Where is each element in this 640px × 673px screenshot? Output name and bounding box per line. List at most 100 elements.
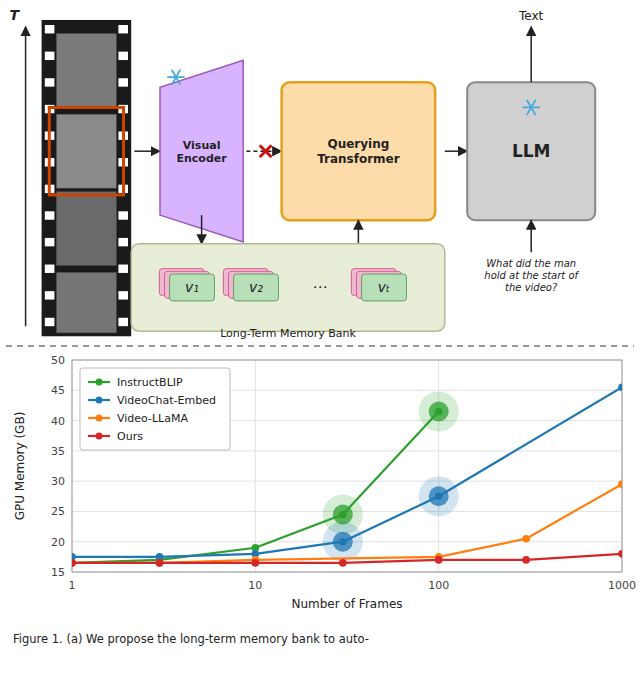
sprocket-hole [45,318,55,326]
arrow-encoder-memory [201,215,203,244]
legend-label: InstructBLIP [117,376,183,389]
legend-label: Video-LLaMA [117,412,188,425]
snowflake [523,101,539,115]
memory-bank [131,244,445,331]
highlight-halo [419,476,459,516]
legend-label: VideoChat-Embed [117,394,216,407]
arrow-film-encoder [134,150,160,152]
time-label: T [10,7,21,23]
legend-swatch-marker [96,433,103,440]
series-point [339,511,347,519]
arrow-question-llm [530,220,532,252]
arrow-transformer-llm [445,150,467,152]
y-grid-line [72,450,622,451]
sprocket-hole [118,318,128,326]
y-tick-label: 35 [51,445,65,458]
highlight-marker [323,522,363,562]
series-point [156,559,164,567]
legend: InstructBLIP VideoChat-Embed Video-LLaMA Ou… [80,368,230,450]
film-frame [56,33,116,107]
series-line [72,484,622,563]
y-tick-label: 50 [51,354,65,367]
sprocket-hole [45,265,55,273]
y-grid-line [72,481,622,482]
x-axis-label: Number of Frames [291,597,402,611]
arrow-memory-transformer [358,220,360,244]
caption: Figure 1. (a) We propose the long-term m… [13,632,369,646]
x-tick-label: 100 [428,579,449,592]
film-frame [56,114,116,188]
querying-transformer-label-line: Transformer [317,152,400,166]
series-point [156,559,164,567]
y-tick-label: 15 [51,566,65,579]
separator [6,345,634,346]
x-grid-line [255,360,256,572]
question-label-line: What did the man [486,258,576,269]
sprocket-hole [118,25,128,33]
legend-label: Ours [117,430,143,443]
snowflake-arm [172,70,180,84]
arrow-llm-text [530,27,532,83]
y-tick-label: 45 [51,384,65,397]
memory-card [234,274,279,301]
y-tick-label: 25 [51,505,65,518]
cross-stroke [261,146,271,156]
memory-card [170,274,215,301]
figure: T VisualEncoder QueryingTransformer LLM Text… [0,0,640,673]
visual-encoder-label-line: Encoder [177,152,228,165]
memory-card [362,274,407,301]
diagram: T VisualEncoder QueryingTransformer LLM Text… [10,7,596,340]
series-line [72,411,439,562]
grid [72,360,622,572]
sprocket-hole [45,78,55,86]
series-point [72,559,76,567]
legend-swatch-marker [96,379,103,386]
y-axis-label: GPU Memory (GB) [13,412,27,521]
series-point [339,559,347,567]
chart: 15202530354045501101001000Number of Fram… [13,354,636,611]
series-point [435,556,443,564]
background [0,0,640,673]
series-point [618,383,622,391]
question-label: What did the manhold at the start ofthe … [484,258,579,293]
visual-encoder [160,60,243,242]
cross-stroke [261,146,271,156]
frame-highlight [49,107,123,194]
memory-ellipsis: ⋯ [313,278,328,296]
sprocket-hole [118,52,128,60]
querying-transformer-label: QueryingTransformer [317,137,400,166]
legend-box [80,368,230,450]
series-point [618,480,622,488]
sprocket-hole [45,211,55,219]
highlight-halo [323,522,363,562]
querying-transformer [282,82,436,220]
sprocket-hole [45,25,55,33]
sprocket-hole [118,78,128,86]
output-label: Text [518,9,544,23]
sprocket-hole [45,52,55,60]
highlight-marker [419,476,459,516]
sprocket-hole [45,238,55,246]
series-point [435,492,443,500]
visual-encoder-label: VisualEncoder [177,139,228,165]
legend-swatch-marker [96,415,103,422]
sprocket-hole [118,265,128,273]
film-strip [42,20,132,336]
plot-frame [72,360,622,572]
sprocket-hole [118,238,128,246]
series-point [72,559,76,567]
y-tick-label: 30 [51,475,65,488]
series-point [252,559,260,567]
sprocket-hole [118,291,128,299]
legend-swatch-marker [96,397,103,404]
series-point [522,535,530,543]
series-point [618,550,622,558]
cross [261,146,271,156]
x-tick-label: 1 [69,579,76,592]
querying-transformer-label-line: Querying [327,137,389,151]
llm-label: LLM [512,141,551,161]
snowflake-arm [527,101,535,115]
series-point [339,538,347,546]
series-point [435,408,443,416]
memory-token-label: vₜ [378,279,390,295]
